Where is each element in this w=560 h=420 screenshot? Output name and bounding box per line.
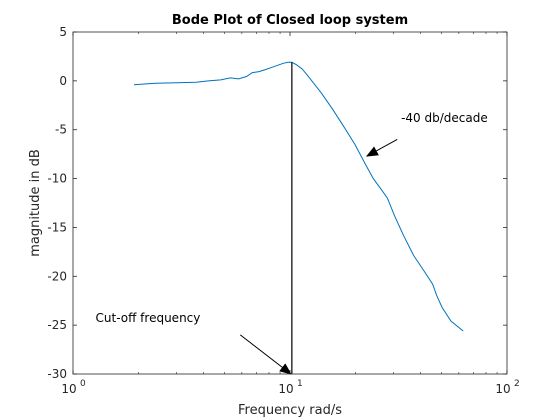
x-tick-label-base: 10 xyxy=(61,382,76,396)
x-tick-label-exponent: 1 xyxy=(297,379,303,389)
x-tick-label-base: 10 xyxy=(495,382,510,396)
y-tick-label: 5 xyxy=(59,25,67,39)
x-axis-label: Frequency rad/s xyxy=(238,403,342,418)
annotation-label: Cut-off frequency xyxy=(96,311,201,325)
y-tick-label: -15 xyxy=(47,220,67,234)
plot-area xyxy=(73,32,507,374)
ticks-layer: 10 0 10 1 10 2 5 0 -5 -10 -15 -20 -25 -30 xyxy=(47,25,519,396)
magnitude-line xyxy=(133,61,464,332)
plot-layer: -40 db/decade Cut-off frequency xyxy=(96,61,488,375)
y-tick-label: -25 xyxy=(47,318,67,332)
annotation-label: -40 db/decade xyxy=(401,111,488,125)
annotation-arrow xyxy=(239,334,292,375)
x-tick-label-exponent: 2 xyxy=(514,379,520,389)
chart-title: Bode Plot of Closed loop system xyxy=(172,13,408,28)
x-tick-label-base: 10 xyxy=(278,382,293,396)
x-tick-label-exponent: 0 xyxy=(80,379,86,389)
y-tick-label: 0 xyxy=(59,74,67,88)
y-tick-label: -20 xyxy=(47,269,67,283)
y-axis-label: magnitude in dB xyxy=(28,149,43,257)
y-tick-label: -10 xyxy=(47,172,67,186)
y-tick-label: -5 xyxy=(55,123,67,137)
y-tick-label: -30 xyxy=(47,367,67,381)
annotation-arrow xyxy=(365,139,398,157)
